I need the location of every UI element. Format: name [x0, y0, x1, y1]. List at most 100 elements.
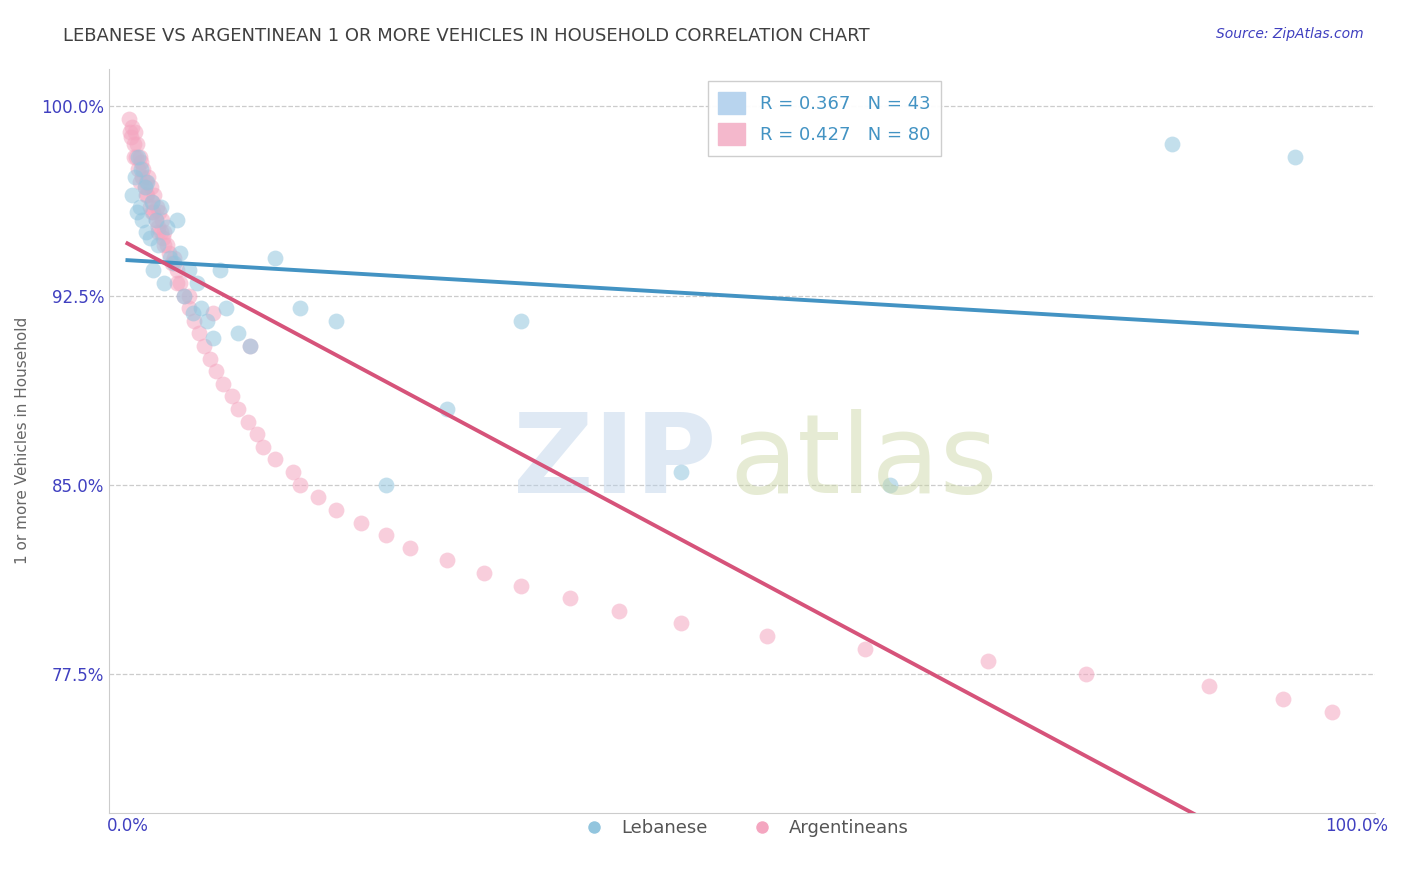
Point: [129, 154, 152, 169]
Point: [134, 180, 156, 194]
Point: [131, 169, 153, 184]
Point: [145, 212, 167, 227]
Point: [153, 276, 176, 290]
Point: [125, 150, 148, 164]
Point: [183, 314, 205, 328]
Point: [977, 654, 1000, 668]
Point: [509, 314, 531, 328]
Point: [252, 440, 274, 454]
Point: [288, 301, 311, 315]
Point: [150, 212, 173, 227]
Point: [134, 180, 156, 194]
Point: [166, 263, 188, 277]
Point: [236, 415, 259, 429]
Point: [1076, 666, 1098, 681]
Point: [669, 465, 692, 479]
Point: [142, 205, 165, 219]
Point: [1284, 150, 1306, 164]
Point: [399, 541, 422, 555]
Point: [436, 553, 458, 567]
Point: [121, 187, 143, 202]
Point: [148, 205, 170, 219]
Point: [325, 314, 347, 328]
Point: [245, 427, 267, 442]
Point: [1161, 137, 1184, 152]
Point: [127, 205, 149, 219]
Point: [120, 129, 142, 144]
Point: [136, 175, 159, 189]
Point: [202, 306, 225, 320]
Point: [755, 629, 778, 643]
Point: [141, 205, 163, 219]
Point: [307, 491, 329, 505]
Point: [128, 200, 150, 214]
Point: [173, 288, 195, 302]
Point: [146, 238, 169, 252]
Point: [226, 326, 249, 341]
Point: [118, 125, 141, 139]
Point: [1272, 692, 1295, 706]
Point: [122, 150, 145, 164]
Point: [239, 339, 262, 353]
Point: [160, 256, 183, 270]
Point: [177, 263, 200, 277]
Point: [136, 187, 159, 202]
Point: [122, 137, 145, 152]
Point: [129, 162, 152, 177]
Text: Source: ZipAtlas.com: Source: ZipAtlas.com: [1216, 27, 1364, 41]
Point: [131, 212, 153, 227]
Point: [193, 339, 215, 353]
Point: [163, 251, 186, 265]
Point: [149, 226, 172, 240]
Point: [669, 616, 692, 631]
Point: [509, 578, 531, 592]
Point: [124, 125, 146, 139]
Point: [166, 212, 188, 227]
Point: [153, 226, 176, 240]
Point: [153, 238, 176, 252]
Point: [226, 402, 249, 417]
Point: [374, 528, 396, 542]
Point: [177, 301, 200, 315]
Point: [181, 306, 204, 320]
Text: atlas: atlas: [730, 409, 998, 516]
Point: [156, 220, 179, 235]
Point: [146, 200, 169, 214]
Point: [288, 477, 311, 491]
Point: [350, 516, 373, 530]
Point: [208, 263, 231, 277]
Point: [1198, 680, 1220, 694]
Point: [121, 120, 143, 134]
Point: [1322, 705, 1344, 719]
Point: [135, 226, 157, 240]
Point: [127, 137, 149, 152]
Point: [142, 263, 165, 277]
Point: [202, 331, 225, 345]
Point: [374, 477, 396, 491]
Point: [159, 251, 181, 265]
Point: [283, 465, 305, 479]
Point: [139, 180, 162, 194]
Point: [136, 169, 159, 184]
Point: [138, 200, 160, 214]
Point: [157, 245, 180, 260]
Point: [128, 175, 150, 189]
Text: ZIP: ZIP: [513, 409, 717, 516]
Point: [195, 314, 218, 328]
Point: [169, 245, 191, 260]
Point: [152, 230, 174, 244]
Point: [156, 238, 179, 252]
Point: [146, 226, 169, 240]
Point: [187, 326, 209, 341]
Point: [853, 641, 876, 656]
Point: [472, 566, 495, 580]
Point: [212, 376, 235, 391]
Point: [141, 195, 163, 210]
Point: [149, 200, 172, 214]
Point: [128, 150, 150, 164]
Point: [124, 169, 146, 184]
Point: [198, 351, 221, 366]
Point: [177, 288, 200, 302]
Point: [127, 150, 149, 164]
Point: [141, 195, 163, 210]
